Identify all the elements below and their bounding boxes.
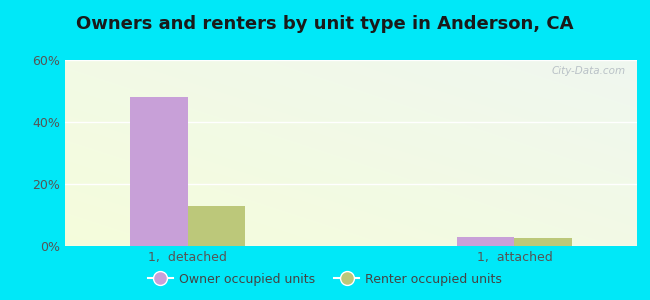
Legend: Owner occupied units, Renter occupied units: Owner occupied units, Renter occupied un… — [143, 268, 507, 291]
Bar — [131, 97, 188, 246]
Text: City-Data.com: City-Data.com — [551, 66, 625, 76]
Bar — [188, 206, 245, 246]
Bar — [457, 237, 514, 246]
Bar — [514, 238, 571, 246]
Text: Owners and renters by unit type in Anderson, CA: Owners and renters by unit type in Ander… — [76, 15, 574, 33]
